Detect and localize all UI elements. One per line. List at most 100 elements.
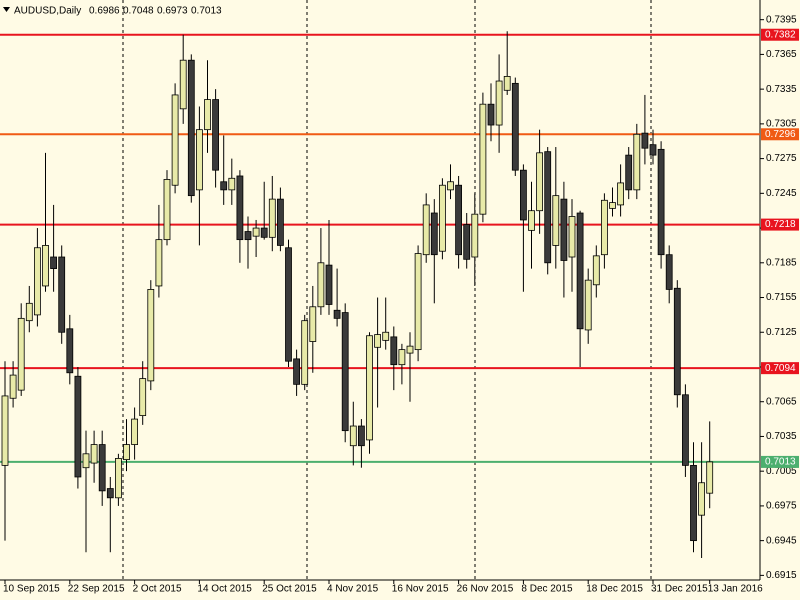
candle-body xyxy=(309,306,317,342)
candle-body xyxy=(195,129,203,191)
y-tick-label: 0.7275 xyxy=(766,153,797,164)
candle-body xyxy=(406,345,414,354)
y-tick-label: 0.7035 xyxy=(766,431,797,442)
candle-body xyxy=(463,224,471,260)
candle-body xyxy=(155,239,163,287)
candle-body xyxy=(236,175,244,241)
candle-body xyxy=(163,179,171,241)
candle-body xyxy=(106,488,114,499)
candle-body xyxy=(82,453,90,469)
candle-body xyxy=(568,216,576,258)
candle-body xyxy=(706,461,714,494)
candle-body xyxy=(690,464,697,542)
x-tick-label: 2 Oct 2015 xyxy=(133,584,182,595)
y-tick-label: 0.7305 xyxy=(766,119,797,130)
y-tick-label: 0.7065 xyxy=(766,396,797,407)
y-tick-label: 0.7245 xyxy=(766,188,797,199)
candle-body xyxy=(560,198,568,261)
y-tick-label: 0.7155 xyxy=(766,292,797,303)
candle-body xyxy=(657,148,665,256)
candle-body xyxy=(187,59,195,197)
candle-body xyxy=(268,198,276,238)
candle-body xyxy=(212,99,220,171)
x-tick-label: 31 Dec 2015 xyxy=(651,584,708,595)
candle-body xyxy=(552,195,560,246)
candle-body xyxy=(617,182,624,206)
candle-body xyxy=(98,444,106,492)
candle-body xyxy=(366,335,373,441)
candle-body xyxy=(317,262,325,308)
y-tick-label: 0.6975 xyxy=(766,501,797,512)
x-tick-label: 4 Nov 2015 xyxy=(327,584,379,595)
level-label: 0.7382 xyxy=(765,29,796,40)
candle-body xyxy=(228,177,236,191)
candle-body xyxy=(479,103,487,215)
x-tick-label: 16 Nov 2015 xyxy=(392,584,449,595)
x-tick-label: 25 Oct 2015 xyxy=(262,584,317,595)
candle-body xyxy=(487,103,495,126)
candle-body xyxy=(260,227,268,238)
candle-body xyxy=(139,378,147,417)
candle-body xyxy=(220,181,228,191)
candle-body xyxy=(503,76,511,91)
candle-body xyxy=(471,213,479,258)
candle-body xyxy=(592,255,600,286)
candle-body xyxy=(115,458,122,499)
candle-body xyxy=(204,99,211,131)
candle-body xyxy=(495,80,503,126)
candle-body xyxy=(293,358,301,385)
candle-body xyxy=(682,394,689,466)
level-label-box xyxy=(761,128,799,141)
x-tick-label: 13 Jan 2016 xyxy=(708,584,763,595)
candle-body xyxy=(50,256,57,269)
candle-body xyxy=(398,349,406,366)
candle-body xyxy=(584,279,592,331)
candle-body xyxy=(447,181,454,191)
candle-body xyxy=(673,287,681,396)
candle-body xyxy=(244,231,252,241)
x-tick-label: 14 Oct 2015 xyxy=(197,584,252,595)
x-tick-label: 8 Dec 2015 xyxy=(521,584,573,595)
candle-body xyxy=(649,144,657,156)
candle-body xyxy=(511,82,519,171)
candle-body xyxy=(276,198,284,246)
level-label-box xyxy=(761,218,799,231)
candle-body xyxy=(349,425,357,447)
menu-arrow[interactable] xyxy=(3,7,10,12)
level-label-box xyxy=(761,362,799,375)
candle-body xyxy=(25,302,33,322)
candle-body xyxy=(698,482,705,516)
candle-body xyxy=(455,184,463,256)
candle-body xyxy=(641,132,649,149)
level-label-box xyxy=(761,455,799,468)
candle-body xyxy=(147,289,155,382)
candle-body xyxy=(633,133,641,191)
candle-body xyxy=(66,328,74,374)
candle-body xyxy=(422,204,430,256)
candle-body xyxy=(438,184,446,252)
x-tick-label: 18 Dec 2015 xyxy=(586,584,643,595)
x-tick-label: 26 Nov 2015 xyxy=(457,584,514,595)
candle-body xyxy=(1,395,9,466)
chart-title: AUDUSD,Daily xyxy=(14,6,81,17)
candle-body xyxy=(601,199,608,256)
candle-body xyxy=(374,334,382,348)
candle-body xyxy=(9,374,17,399)
candle-body xyxy=(58,256,66,333)
candle-body xyxy=(576,212,584,330)
candle-body xyxy=(301,320,309,385)
candle-body xyxy=(42,245,49,287)
candle-body xyxy=(325,264,333,305)
candle-body xyxy=(74,375,82,478)
candle-body xyxy=(341,312,349,432)
y-tick-label: 0.6915 xyxy=(766,570,797,581)
y-tick-label: 0.7125 xyxy=(766,327,797,338)
level-label: 0.7296 xyxy=(765,129,796,140)
y-tick-label: 0.7005 xyxy=(766,466,797,477)
candle-body xyxy=(528,210,535,231)
y-tick-label: 0.6945 xyxy=(766,535,797,546)
level-label-box xyxy=(761,28,799,41)
